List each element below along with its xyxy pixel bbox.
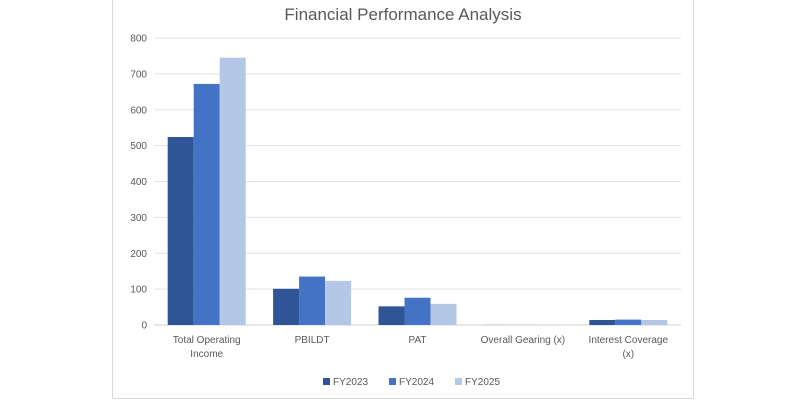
- category-label: Overall Gearing (x): [481, 335, 565, 346]
- y-tick-label: 700: [130, 69, 147, 80]
- legend-label: FY2024: [399, 377, 434, 388]
- legend-swatch: [323, 378, 330, 385]
- chart-title: Financial Performance Analysis: [284, 5, 521, 24]
- bar-fy2025: [430, 303, 457, 325]
- bar-fy2025: [219, 57, 246, 325]
- legend-swatch: [389, 378, 396, 385]
- bar-fy2025: [641, 319, 668, 325]
- y-tick-label: 500: [130, 141, 147, 152]
- y-tick-label: 400: [130, 177, 147, 188]
- y-axis-ticks: 0 100 200 300 400 500 600 700 800: [130, 34, 147, 332]
- legend: FY2023 FY2024 FY2025: [323, 377, 500, 388]
- category-label: PAT: [409, 335, 427, 346]
- bar-fy2025: [325, 280, 352, 325]
- category-label: Total Operating: [173, 335, 241, 346]
- chart-area: Financial Performance Analysis 0 100 200 30…: [112, 0, 694, 399]
- category-label: (x): [622, 349, 634, 360]
- y-tick-label: 800: [130, 34, 147, 45]
- y-tick-label: 100: [130, 285, 147, 296]
- bar-fy2023: [167, 137, 194, 325]
- bars: [167, 57, 668, 325]
- bar-chart: Financial Performance Analysis 0 100 200 30…: [130, 5, 681, 388]
- bar-fy2024: [404, 297, 431, 325]
- bar-fy2023: [378, 306, 405, 325]
- y-tick-label: 600: [130, 105, 147, 116]
- bar-fy2024: [193, 83, 220, 325]
- y-tick-label: 300: [130, 213, 147, 224]
- y-tick-label: 200: [130, 249, 147, 260]
- legend-label: FY2025: [465, 377, 500, 388]
- category-label: Income: [190, 349, 223, 360]
- x-axis-labels: Total Operating Income PBILDT PAT Overall Ge…: [173, 335, 669, 360]
- bar-fy2024: [615, 319, 642, 325]
- category-label: Interest Coverage: [589, 335, 669, 346]
- bar-fy2023: [273, 288, 300, 325]
- bar-fy2023: [589, 319, 616, 325]
- legend-label: FY2023: [333, 377, 368, 388]
- category-label: PBILDT: [295, 335, 330, 346]
- legend-swatch: [455, 378, 462, 385]
- y-tick-label: 0: [141, 321, 147, 332]
- bar-fy2024: [299, 276, 326, 325]
